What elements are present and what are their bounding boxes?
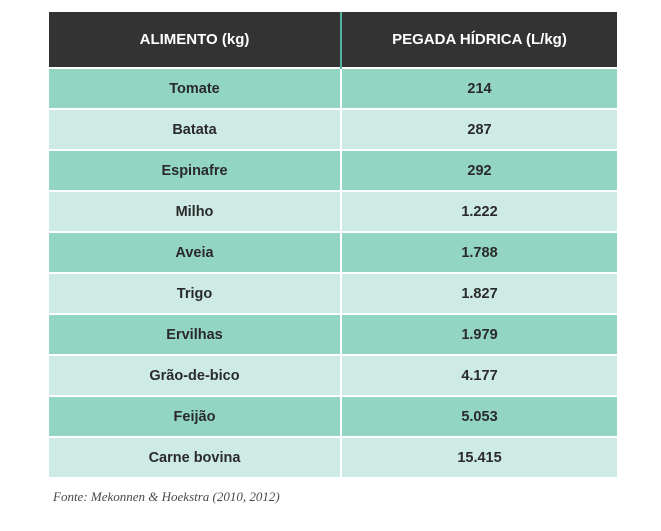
cell-water-footprint: 214 <box>341 67 617 109</box>
cell-water-footprint: 15.415 <box>341 436 617 477</box>
header-food: ALIMENTO (kg) <box>49 12 342 68</box>
table-row: Ervilhas 1.979 <box>49 313 617 355</box>
cell-water-footprint: 1.222 <box>341 190 617 232</box>
water-footprint-table-container: ALIMENTO (kg) PEGADA HÍDRICA (L/kg) Toma… <box>49 12 617 477</box>
table-header: ALIMENTO (kg) PEGADA HÍDRICA (L/kg) <box>49 12 617 68</box>
cell-food: Aveia <box>49 231 342 273</box>
table-row: Carne bovina 15.415 <box>49 436 617 477</box>
cell-food: Grão-de-bico <box>49 354 342 396</box>
cell-food: Carne bovina <box>49 436 342 477</box>
water-footprint-table: ALIMENTO (kg) PEGADA HÍDRICA (L/kg) Toma… <box>49 12 617 477</box>
table-row: Espinafre 292 <box>49 149 617 191</box>
cell-water-footprint: 4.177 <box>341 354 617 396</box>
cell-food: Espinafre <box>49 149 342 191</box>
cell-food: Batata <box>49 108 342 150</box>
header-water-footprint: PEGADA HÍDRICA (L/kg) <box>341 12 617 68</box>
table-row: Trigo 1.827 <box>49 272 617 314</box>
table-body: Tomate 214 Batata 287 Espinafre 292 Milh… <box>49 67 617 477</box>
cell-water-footprint: 1.788 <box>341 231 617 273</box>
cell-food: Feijão <box>49 395 342 437</box>
cell-water-footprint: 1.979 <box>341 313 617 355</box>
cell-water-footprint: 1.827 <box>341 272 617 314</box>
cell-food: Ervilhas <box>49 313 342 355</box>
cell-food: Trigo <box>49 272 342 314</box>
table-row: Aveia 1.788 <box>49 231 617 273</box>
table-row: Feijão 5.053 <box>49 395 617 437</box>
header-row: ALIMENTO (kg) PEGADA HÍDRICA (L/kg) <box>49 12 617 68</box>
table-row: Grão-de-bico 4.177 <box>49 354 617 396</box>
table-row: Milho 1.222 <box>49 190 617 232</box>
table-row: Tomate 214 <box>49 67 617 109</box>
cell-food: Milho <box>49 190 342 232</box>
cell-water-footprint: 287 <box>341 108 617 150</box>
source-caption: Fonte: Mekonnen & Hoekstra (2010, 2012) <box>53 489 280 504</box>
cell-water-footprint: 292 <box>341 149 617 191</box>
table-row: Batata 287 <box>49 108 617 150</box>
cell-food: Tomate <box>49 67 342 109</box>
cell-water-footprint: 5.053 <box>341 395 617 437</box>
